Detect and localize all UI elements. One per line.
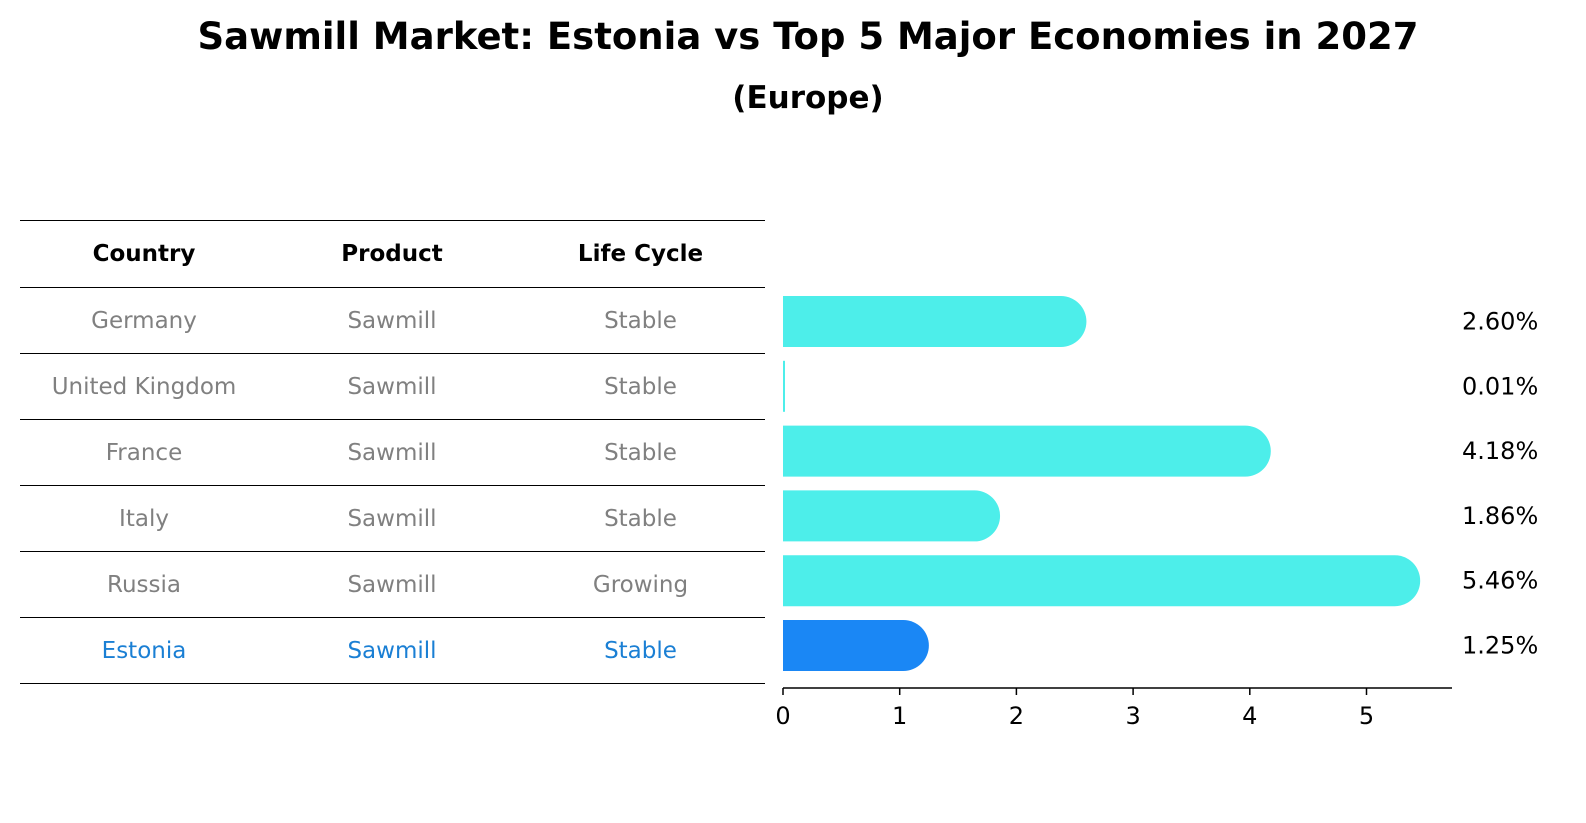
header-product: Product xyxy=(268,220,516,288)
data-table: Country Product Life Cycle Germany Sawmi… xyxy=(20,220,765,684)
bars-group xyxy=(783,296,1421,671)
cell-product: Sawmill xyxy=(268,617,516,684)
table-row: Germany Sawmill Stable xyxy=(20,287,765,354)
cell-product: Sawmill xyxy=(268,485,516,552)
cell-product: Sawmill xyxy=(268,419,516,486)
bar-united-kingdom xyxy=(783,360,785,412)
x-tick-label: 2 xyxy=(1009,702,1024,730)
cell-country: France xyxy=(20,419,268,486)
data-label-estonia: 1.25% xyxy=(1462,632,1538,660)
data-label-russia: 5.46% xyxy=(1462,567,1538,595)
x-ticks-group: 0 1 2 3 4 5 xyxy=(775,688,1374,730)
bar-estonia xyxy=(783,620,929,671)
table-row: United Kingdom Sawmill Stable xyxy=(20,353,765,420)
bar-italy xyxy=(783,490,1001,542)
cell-country: Estonia xyxy=(20,617,268,684)
cell-life-cycle: Stable xyxy=(516,485,765,552)
cell-product: Sawmill xyxy=(268,551,516,618)
cell-country: United Kingdom xyxy=(20,353,268,420)
x-tick-label: 4 xyxy=(1242,702,1257,730)
cell-country: Germany xyxy=(20,287,268,354)
header-life-cycle: Life Cycle xyxy=(516,220,765,288)
x-tick-label: 3 xyxy=(1125,702,1140,730)
cell-life-cycle: Stable xyxy=(516,419,765,486)
table-row: France Sawmill Stable xyxy=(20,419,765,486)
data-label-united-kingdom: 0.01% xyxy=(1462,372,1538,400)
chart-title: Sawmill Market: Estonia vs Top 5 Major E… xyxy=(197,15,1419,58)
table-row-highlight: Estonia Sawmill Stable xyxy=(20,617,765,684)
data-label-italy: 1.86% xyxy=(1462,502,1538,530)
cell-product: Sawmill xyxy=(268,287,516,354)
cell-country: Russia xyxy=(20,551,268,618)
cell-life-cycle: Growing xyxy=(516,551,765,618)
data-label-france: 4.18% xyxy=(1462,437,1538,465)
x-tick-label: 1 xyxy=(892,702,907,730)
bar-russia xyxy=(783,555,1421,607)
bar-germany xyxy=(783,296,1087,347)
table-header-row: Country Product Life Cycle xyxy=(20,220,765,288)
cell-life-cycle: Stable xyxy=(516,353,765,420)
data-label-germany: 2.60% xyxy=(1462,308,1538,336)
bar-france xyxy=(783,425,1271,477)
cell-life-cycle: Stable xyxy=(516,617,765,684)
chart-subtitle: (Europe) xyxy=(732,80,884,116)
data-labels-group: 2.60% 0.01% 4.18% 1.86% 5.46% 1.25% xyxy=(1462,308,1538,660)
table-row: Italy Sawmill Stable xyxy=(20,485,765,552)
x-tick-label: 0 xyxy=(775,702,790,730)
cell-product: Sawmill xyxy=(268,353,516,420)
cell-country: Italy xyxy=(20,485,268,552)
cell-life-cycle: Stable xyxy=(516,287,765,354)
table-row: Russia Sawmill Growing xyxy=(20,551,765,618)
x-tick-label: 5 xyxy=(1359,702,1374,730)
header-country: Country xyxy=(20,220,268,288)
